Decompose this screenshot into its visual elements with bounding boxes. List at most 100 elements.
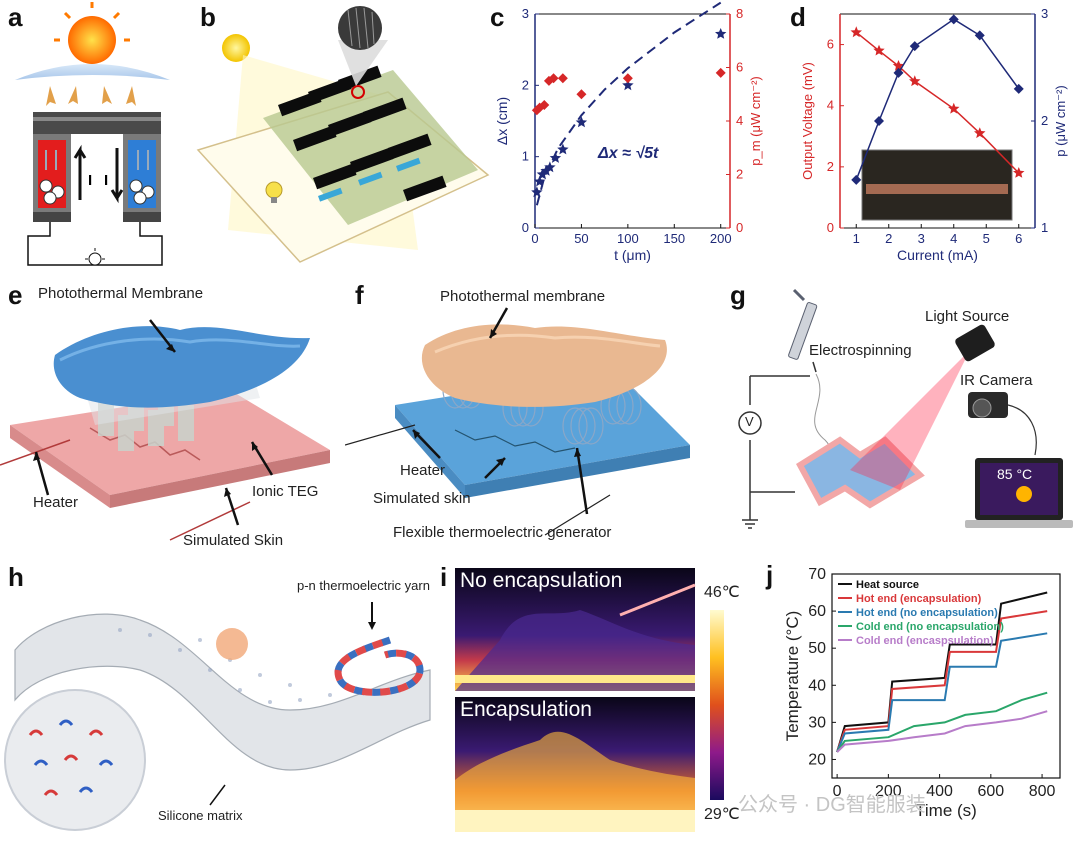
x-tick-label: 4: [950, 231, 957, 246]
heater-label-f: Heater: [400, 462, 446, 479]
pm-point: [543, 75, 554, 86]
y-tick-label-right: 2: [1041, 113, 1048, 128]
panel-label-a: a: [8, 2, 23, 32]
panel-g: g Electrospinning Light Source IR Camera…: [720, 280, 1080, 560]
x-tick-label: 600: [977, 783, 1004, 800]
panel-b: b: [188, 0, 498, 275]
x-tick-label: 200: [710, 231, 732, 246]
pm-point: [539, 99, 550, 110]
panel-j: j 0 200 400 600 800 20 30 40 50 60 70 Time (s) Tempe…: [760, 560, 1080, 837]
arrow-icon: [166, 344, 175, 352]
panel-label-g: g: [730, 280, 746, 310]
current-arrow-down-icon: [110, 148, 124, 204]
legend-label: Cold end (no encapsulation): [856, 621, 1004, 633]
x-tick-label: 3: [918, 231, 925, 246]
scale-max-label: 46℃: [704, 584, 740, 601]
lightbulb-icon-b: [265, 181, 283, 199]
dx-point: [540, 164, 552, 176]
x-axis-label: Current (mA): [897, 247, 978, 263]
silicone-matrix-label: Silicone matrix: [158, 808, 243, 823]
arrow-icon-yarn: [368, 622, 376, 630]
fit-line: [535, 1, 722, 206]
chart-j: 0 200 400 600 800 20 30 40 50 60 70 Time (s) Tempera…: [783, 566, 1061, 820]
dx-point: [531, 186, 543, 198]
y-tick-label-left: 2: [827, 159, 834, 174]
series-line: [836, 710, 1048, 753]
ionic-teg-illustration: [0, 319, 330, 541]
arrow-icon-skin: [224, 488, 231, 497]
plot-frame: [831, 573, 1061, 779]
generator-label: Flexible thermoelectric generator: [393, 524, 612, 541]
y-tick-label-left: 0: [522, 220, 529, 235]
x-tick-label: 0: [531, 231, 538, 246]
no-encapsulation-label: No encapsulation: [460, 569, 623, 592]
y-tick-label-left: 4: [827, 98, 834, 113]
legend-label: Hot end (encapsulation): [856, 593, 982, 605]
voltage-point: [873, 44, 885, 56]
y-tick-label-right: 0: [736, 220, 743, 235]
ionic-teg-label: Ionic TEG: [252, 483, 319, 500]
pm-point: [557, 73, 568, 84]
encapsulation-label: Encapsulation: [460, 698, 592, 721]
power-point: [909, 41, 920, 52]
pm-point: [548, 73, 559, 84]
atmosphere-layer: [15, 64, 170, 80]
y-axis-label: Temperature (°C): [783, 611, 802, 742]
photothermal-membrane: [53, 326, 310, 408]
ir-camera-label: IR Camera: [960, 372, 1033, 389]
y-tick-label-left: 3: [522, 6, 529, 21]
x-tick-label: 5: [983, 231, 990, 246]
silicone-matrix-fabric: [14, 613, 431, 771]
power-point: [974, 30, 985, 41]
dx-point: [536, 168, 549, 180]
current-arrow-up-icon: [73, 144, 87, 200]
power-point: [1013, 83, 1024, 94]
y-tick-label-left: 0: [827, 220, 834, 235]
syringe-icon: [788, 288, 818, 373]
y-tick-label: 40: [808, 677, 826, 694]
teg-schematic: I I: [15, 2, 170, 266]
scale-min-label: 29℃: [704, 806, 740, 823]
panel-e: e Photothermal Membrane Heater Ionic TEG…: [0, 280, 360, 560]
dx-point: [575, 116, 588, 128]
panel-label-h: h: [8, 562, 24, 592]
x-tick-label: 50: [574, 231, 588, 246]
y-axis-label-right: p_m (μW cm⁻²): [748, 76, 763, 165]
fit-annotation: Δx ≈ √5t: [597, 145, 659, 162]
legend-label: Heat source: [856, 579, 919, 591]
panel-label-d: d: [790, 2, 806, 32]
panel-label-f: f: [355, 280, 364, 310]
membrane-label-f: Photothermal membrane: [440, 288, 606, 305]
y-tick-label-left: 2: [522, 77, 529, 92]
y-tick-label: 60: [808, 603, 826, 620]
power-point: [893, 67, 904, 78]
voltage-point: [948, 102, 960, 114]
light-source-icon: [955, 324, 995, 362]
panel-h: h p-n thermoelectric yarn Silicone matri…: [0, 560, 445, 837]
light-source-label: Light Source: [925, 308, 1010, 325]
voltage-point: [1013, 167, 1025, 178]
panel-label-b: b: [200, 2, 216, 32]
y-axis-label-left: Δx (cm): [494, 97, 510, 145]
x-tick-label: 200: [875, 783, 902, 800]
yarn-fabric-illustration: [4, 602, 431, 831]
arrow-icon-f: [490, 329, 497, 338]
x-tick-label: 800: [1029, 783, 1056, 800]
arrow-icon-heater: [33, 452, 40, 461]
simulated-skin-label: Simulated Skin: [183, 532, 284, 549]
y-tick-label-right: 2: [736, 167, 743, 182]
panel-label-i: i: [440, 562, 448, 592]
y-tick-label-left: 1: [522, 149, 529, 164]
y-tick-label-right: 3: [1041, 6, 1048, 21]
x-tick-label: 150: [663, 231, 685, 246]
panel-i: i No encapsulation Encapsulation 46℃ 29℃: [440, 560, 760, 837]
y-tick-label: 20: [808, 751, 826, 768]
power-point: [874, 116, 884, 126]
thermoelectric-yarn-coil: [334, 636, 424, 696]
y-tick-label-right: 4: [736, 113, 743, 128]
watermark: 公众号 · DG智能服装: [738, 794, 926, 816]
x-tick-label: 400: [926, 783, 953, 800]
panel-label-j: j: [766, 560, 774, 590]
series-line: [836, 591, 1048, 753]
power-point: [851, 174, 862, 185]
